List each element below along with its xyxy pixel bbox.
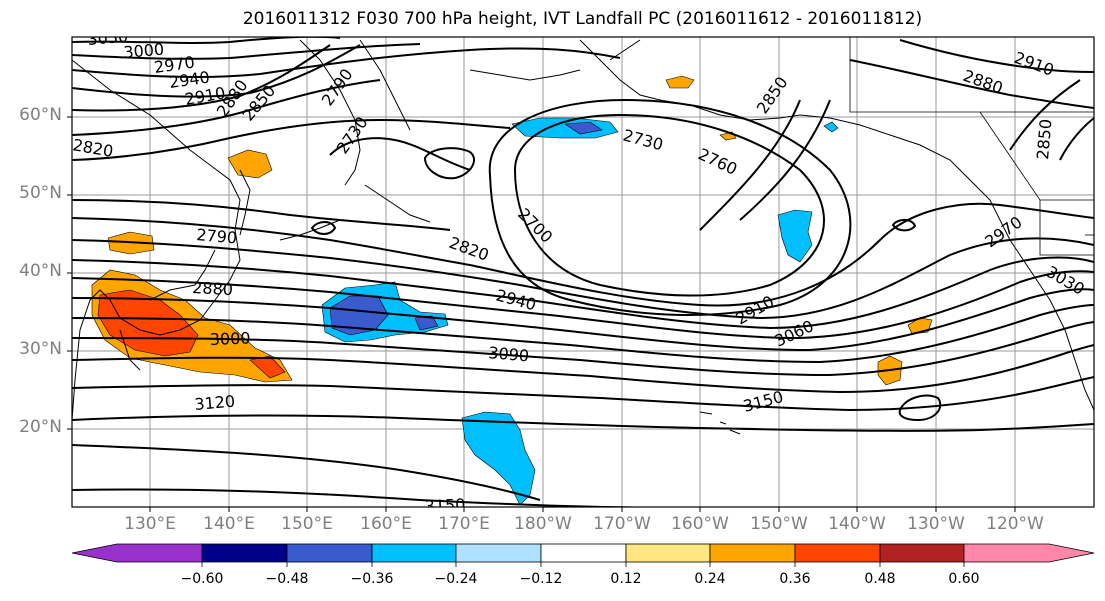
shade-manchuria xyxy=(227,149,273,179)
colorbar-min-extend xyxy=(71,543,203,563)
lat-label: 30°N xyxy=(19,339,62,359)
lon-label: 140°E xyxy=(203,514,255,534)
colorbar-tick-label: 0.48 xyxy=(864,571,896,587)
colorbar-segment xyxy=(794,543,881,563)
lon-label: 120°W xyxy=(986,514,1044,534)
colorbar-tick-label: −0.24 xyxy=(434,571,478,587)
coast-asia xyxy=(72,59,251,421)
height-contours xyxy=(72,37,1094,507)
borders xyxy=(849,37,1094,256)
colorbar-tick-label: 0.12 xyxy=(610,571,642,587)
contour-label: 2850 xyxy=(1033,118,1055,160)
contour-label: 3090 xyxy=(488,343,530,365)
colorbar-tick-label: −0.48 xyxy=(265,571,309,587)
colorbar-segment xyxy=(371,543,457,563)
aleutian-dots xyxy=(279,184,431,241)
colorbar-segment xyxy=(455,543,542,563)
colorbar-segment xyxy=(286,543,373,563)
lon-label: 170°E xyxy=(438,514,490,534)
colorbar-segment xyxy=(879,543,965,563)
map-title: 2016011312 F030 700 hPa height, IVT Land… xyxy=(242,9,923,29)
contour-label: 2790 xyxy=(196,225,238,247)
ticks xyxy=(67,116,1016,512)
contour-label: 3000 xyxy=(209,329,250,349)
lat-label: 50°N xyxy=(19,183,62,203)
colorbar-max-extend xyxy=(963,543,1095,563)
coastlines xyxy=(72,39,1094,435)
shade-tropic-blue xyxy=(461,411,536,506)
lat-label: 40°N xyxy=(19,261,62,281)
colorbar xyxy=(71,543,1095,567)
colorbar-segment xyxy=(709,543,796,563)
lon-label: 140°W xyxy=(828,514,886,534)
colorbar-tick-label: −0.12 xyxy=(519,571,563,587)
shade-bering xyxy=(665,75,695,89)
contour-label: 3000 xyxy=(123,40,165,62)
colorbar-tick-label: −0.60 xyxy=(180,571,224,587)
lon-label: 130°E xyxy=(124,514,176,534)
colorbar-tick-label: 0.60 xyxy=(948,571,980,587)
colorbar-segment xyxy=(201,543,288,563)
lat-label: 20°N xyxy=(19,417,62,437)
coast-alaska xyxy=(579,39,1094,411)
colorbar-tick-label: 0.36 xyxy=(779,571,811,587)
contour-label: 3030 xyxy=(87,27,129,49)
shade-alaska-dot xyxy=(823,121,839,133)
shade-npac-inner xyxy=(329,295,389,336)
lon-label: 150°E xyxy=(281,514,333,534)
coast-hawaii xyxy=(699,411,741,435)
colorbar-tick-label: 0.24 xyxy=(694,571,726,587)
map-frame xyxy=(71,36,1095,508)
colorbar-segment xyxy=(540,543,627,563)
lon-label: 160°E xyxy=(360,514,412,534)
colorbar-segment xyxy=(625,543,711,563)
lon-label: 130°W xyxy=(907,514,965,534)
lon-label: 170°W xyxy=(593,514,651,534)
lon-label: 150°W xyxy=(750,514,808,534)
contour-label: 3150 xyxy=(424,495,466,516)
shade-aleutian-inner xyxy=(564,121,603,135)
lat-label: 60°N xyxy=(19,105,62,125)
shade-gulf-alaska xyxy=(777,209,813,263)
contour-label: 3120 xyxy=(194,392,236,414)
lon-label: 160°W xyxy=(671,514,729,534)
colorbar-tick-label: −0.36 xyxy=(350,571,394,587)
contour-label: 2880 xyxy=(192,278,234,299)
lon-label: 180°W xyxy=(514,514,572,534)
